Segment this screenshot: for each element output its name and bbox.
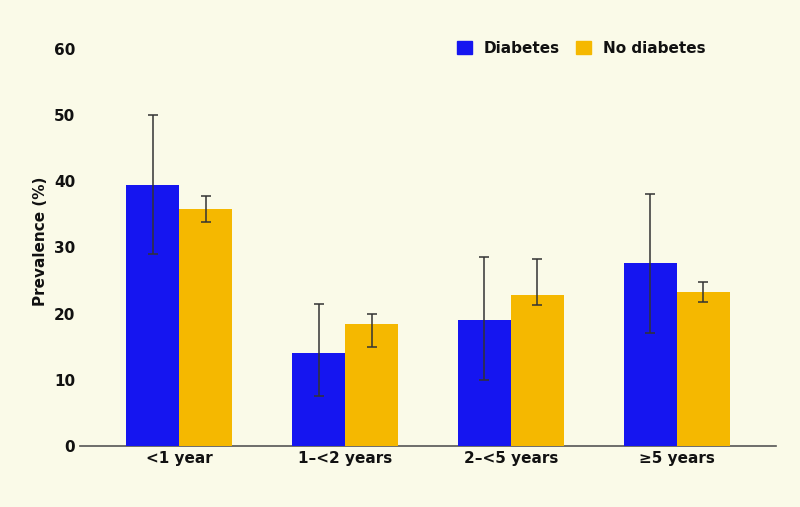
Legend: Diabetes, No diabetes: Diabetes, No diabetes	[450, 35, 712, 62]
Bar	[677, 292, 730, 446]
Bar	[179, 209, 233, 446]
Bar	[623, 263, 677, 446]
Bar	[511, 295, 564, 446]
Y-axis label: Prevalence (%): Prevalence (%)	[34, 176, 48, 306]
Bar	[458, 320, 511, 446]
Bar	[345, 323, 398, 446]
Bar	[126, 185, 179, 446]
Bar	[292, 353, 345, 446]
